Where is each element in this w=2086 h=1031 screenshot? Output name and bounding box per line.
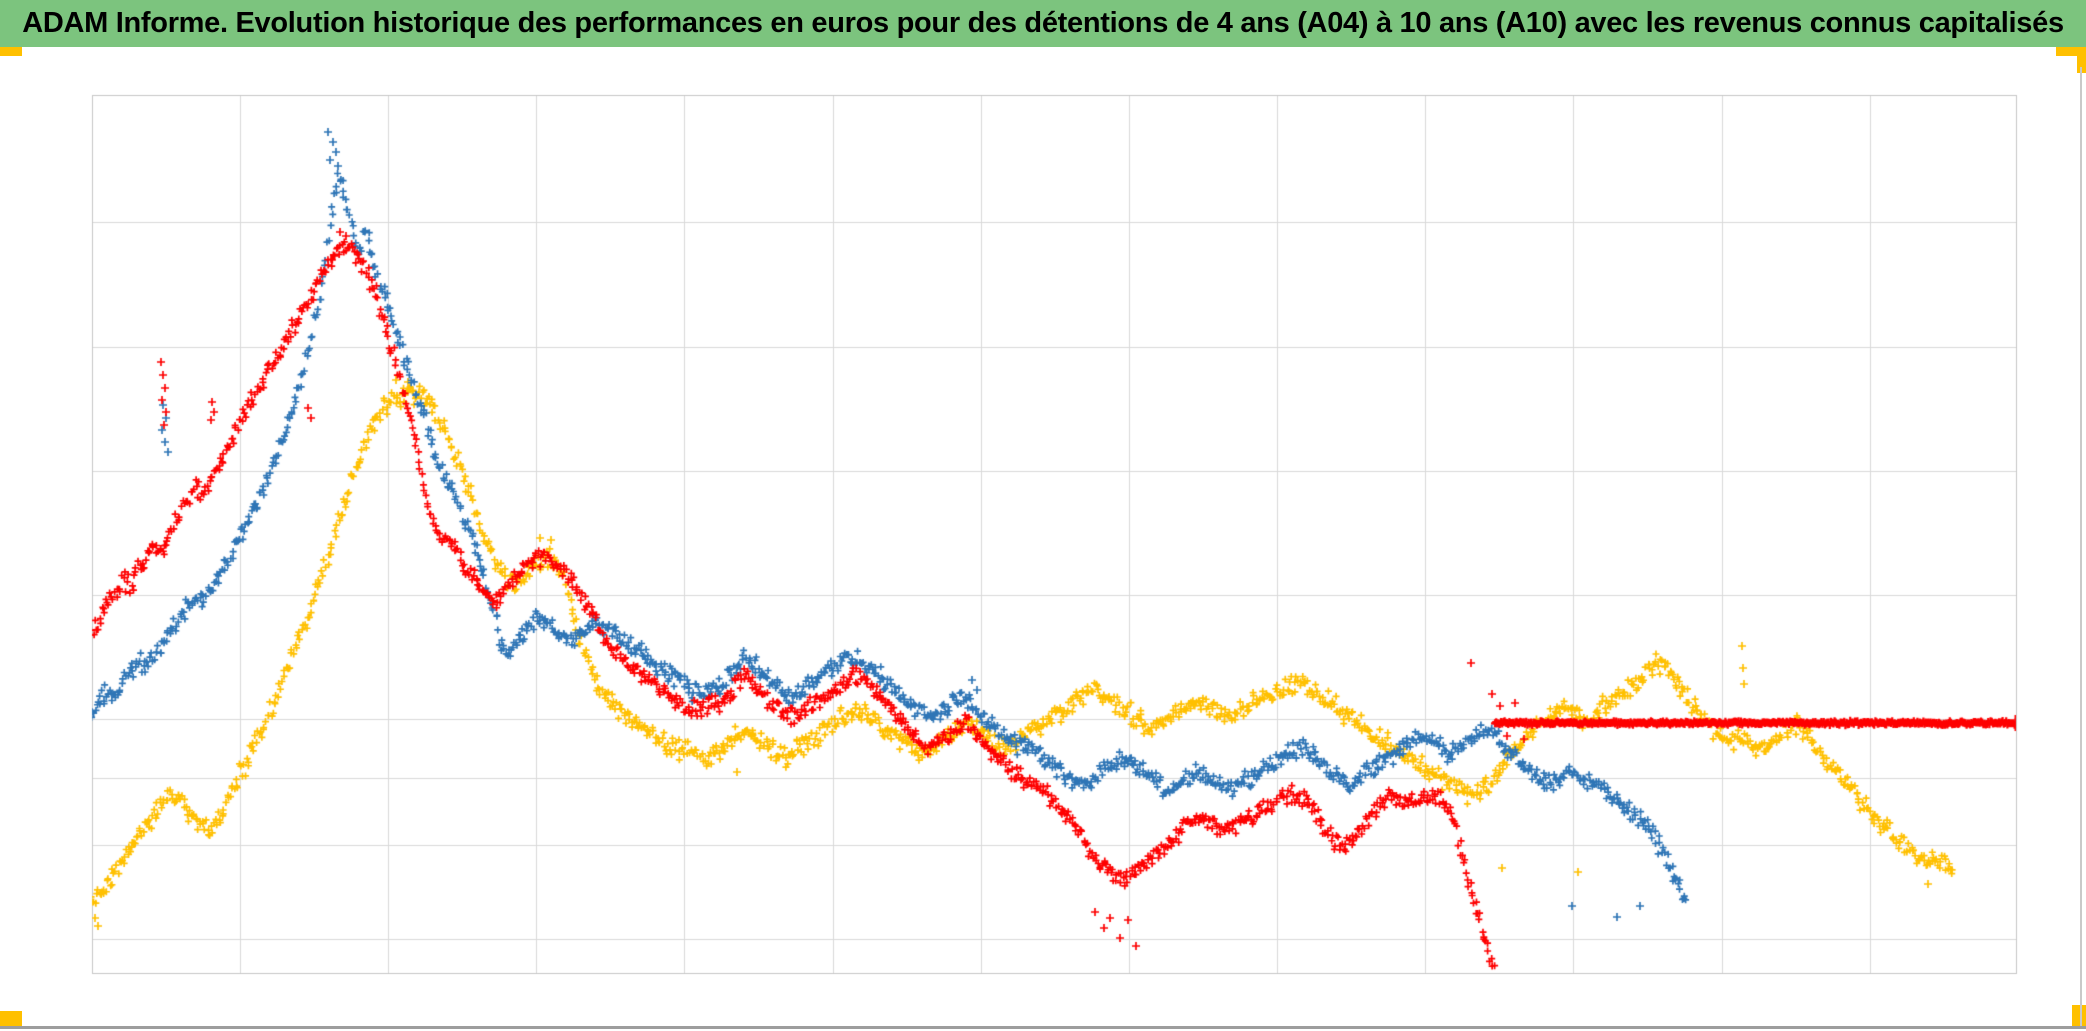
accent-top-left (0, 47, 22, 56)
accent-bottom-right (2072, 1005, 2086, 1027)
accent-top-right-vertical (2077, 47, 2086, 73)
sheet-right-rule (2080, 67, 2082, 1026)
sheet-bottom-rule (0, 1026, 2086, 1029)
accent-top-right-horizontal (2056, 47, 2086, 56)
accent-bottom-left (0, 1011, 22, 1026)
